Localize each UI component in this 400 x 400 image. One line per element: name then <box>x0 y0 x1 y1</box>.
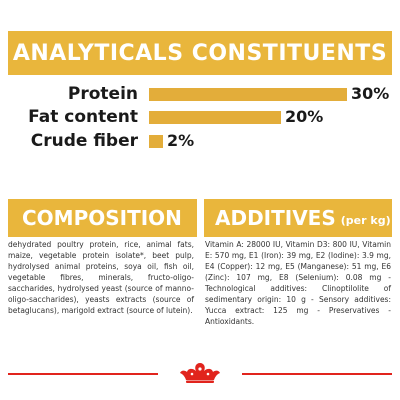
row-label: Fat content <box>28 107 138 127</box>
row-bar <box>149 88 347 101</box>
analytics-row-fat-content: Fat content 20% <box>0 105 400 129</box>
additives-subtitle: (per kg) <box>340 214 391 227</box>
analytics-row-protein: Protein 30% <box>0 82 400 106</box>
footer-divider-right <box>242 373 392 375</box>
row-bar <box>149 111 281 124</box>
additives-title-banner: ADDITIVES (per kg) <box>204 199 392 237</box>
analytics-title-banner: ANALYTICALS CONSTITUENTS <box>8 31 392 75</box>
row-label: Protein <box>67 84 138 104</box>
row-bar <box>149 135 163 148</box>
additives-title: ADDITIVES <box>215 206 336 230</box>
row-value: 20% <box>285 107 324 126</box>
row-label: Crude fiber <box>30 131 138 151</box>
row-value: 30% <box>351 84 390 103</box>
composition-text: dehydrated poultry protein, rice, animal… <box>8 240 194 315</box>
analytics-title: ANALYTICALS CONSTITUENTS <box>12 40 388 66</box>
composition-title: COMPOSITION <box>22 206 182 230</box>
footer-divider-left <box>8 373 158 375</box>
additives-text: Vitamin A: 28000 IU, Vitamin D3: 800 IU,… <box>205 240 391 326</box>
royal-canin-crown-icon <box>180 363 220 383</box>
analytics-row-crude-fiber: Crude fiber 2% <box>0 129 400 153</box>
row-value: 2% <box>167 131 195 150</box>
composition-title-banner: COMPOSITION <box>8 199 197 237</box>
